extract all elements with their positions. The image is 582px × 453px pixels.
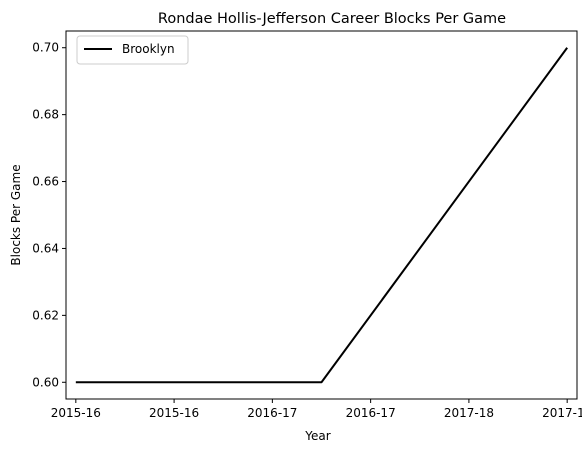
y-tick-label: 0.68 bbox=[32, 108, 59, 122]
x-axis: 2015-16 2015-16 2016-17 2016-17 2017-18 2017-… bbox=[51, 399, 582, 420]
y-tick-label: 0.60 bbox=[32, 375, 59, 389]
x-tick-label: 2016-17 bbox=[247, 406, 297, 420]
y-tick-label: 0.70 bbox=[32, 41, 59, 55]
y-tick-label: 0.62 bbox=[32, 308, 59, 322]
y-axis: 0.60 0.62 0.64 0.66 0.68 0.70 bbox=[32, 41, 66, 389]
legend-label-brooklyn: Brooklyn bbox=[122, 42, 175, 56]
plot-area bbox=[75, 47, 568, 384]
chart-title: Rondae Hollis-Jefferson Career Blocks Pe… bbox=[158, 11, 506, 27]
y-tick-label: 0.66 bbox=[32, 175, 59, 189]
axes-frame bbox=[65, 30, 578, 400]
y-axis-label: Blocks Per Game bbox=[9, 164, 23, 265]
x-axis-label: Year bbox=[304, 429, 330, 443]
x-tick-label: 2017-18 bbox=[444, 406, 494, 420]
x-tick-label: 2015-16 bbox=[149, 406, 199, 420]
x-tick-label: 2016-17 bbox=[346, 406, 396, 420]
x-tick-label: 2017-18 bbox=[542, 406, 582, 420]
legend: Brooklyn bbox=[76, 35, 189, 65]
legend-box bbox=[76, 35, 189, 65]
y-tick-label: 0.64 bbox=[32, 241, 59, 255]
x-tick-label: 2015-16 bbox=[51, 406, 101, 420]
series-line-brooklyn bbox=[75, 47, 568, 384]
